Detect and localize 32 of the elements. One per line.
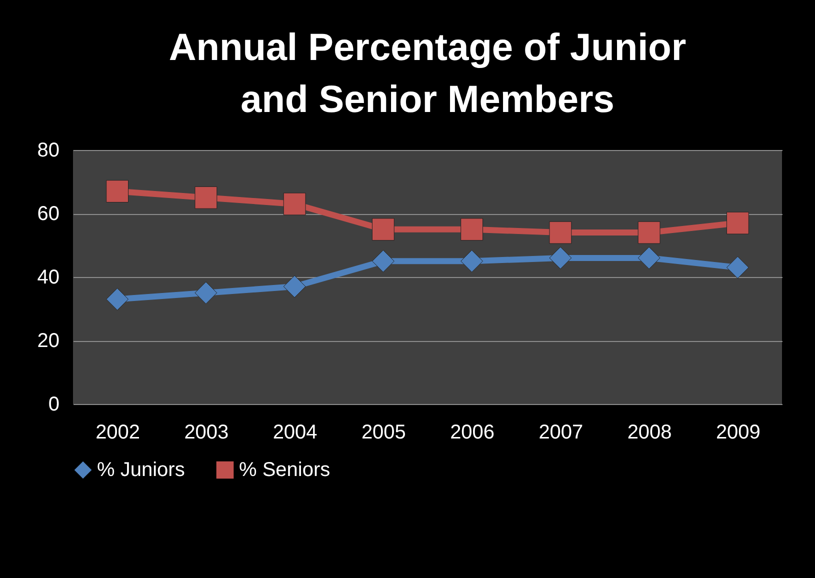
y-tick-label: 0 xyxy=(48,394,60,416)
point xyxy=(638,246,660,270)
point xyxy=(283,192,306,216)
point xyxy=(194,186,218,209)
chart-title: Annual Percentage of Junior and Senior Members xyxy=(168,27,686,121)
point xyxy=(549,246,572,270)
point xyxy=(106,288,129,310)
x-tick-label: 2003 xyxy=(184,422,229,444)
y-tick-label: 80 xyxy=(37,140,60,162)
point xyxy=(194,282,218,304)
point xyxy=(460,250,484,272)
point xyxy=(726,256,749,279)
point xyxy=(460,218,484,241)
point xyxy=(372,250,394,272)
x-tick-label: 2002 xyxy=(96,422,140,444)
point xyxy=(549,221,572,244)
x-tick-label: 2006 xyxy=(450,422,495,444)
point xyxy=(372,218,394,241)
x-tick-label: 2007 xyxy=(538,422,584,444)
point xyxy=(106,180,129,202)
x-tick-label: 2004 xyxy=(272,422,318,444)
y-tick-label: 40 xyxy=(37,266,60,288)
x-tick-label: 2008 xyxy=(627,422,672,444)
x-tick-label: 2005 xyxy=(361,422,406,444)
x-tick-label: 2009 xyxy=(716,422,760,444)
point xyxy=(726,212,749,234)
y-tick-label: 60 xyxy=(37,203,60,225)
legend-label: % Juniors xyxy=(97,459,185,481)
y-tick-label: 20 xyxy=(37,330,60,352)
point xyxy=(283,275,306,298)
legend-label: % Seniors xyxy=(239,459,330,481)
point xyxy=(638,221,660,244)
